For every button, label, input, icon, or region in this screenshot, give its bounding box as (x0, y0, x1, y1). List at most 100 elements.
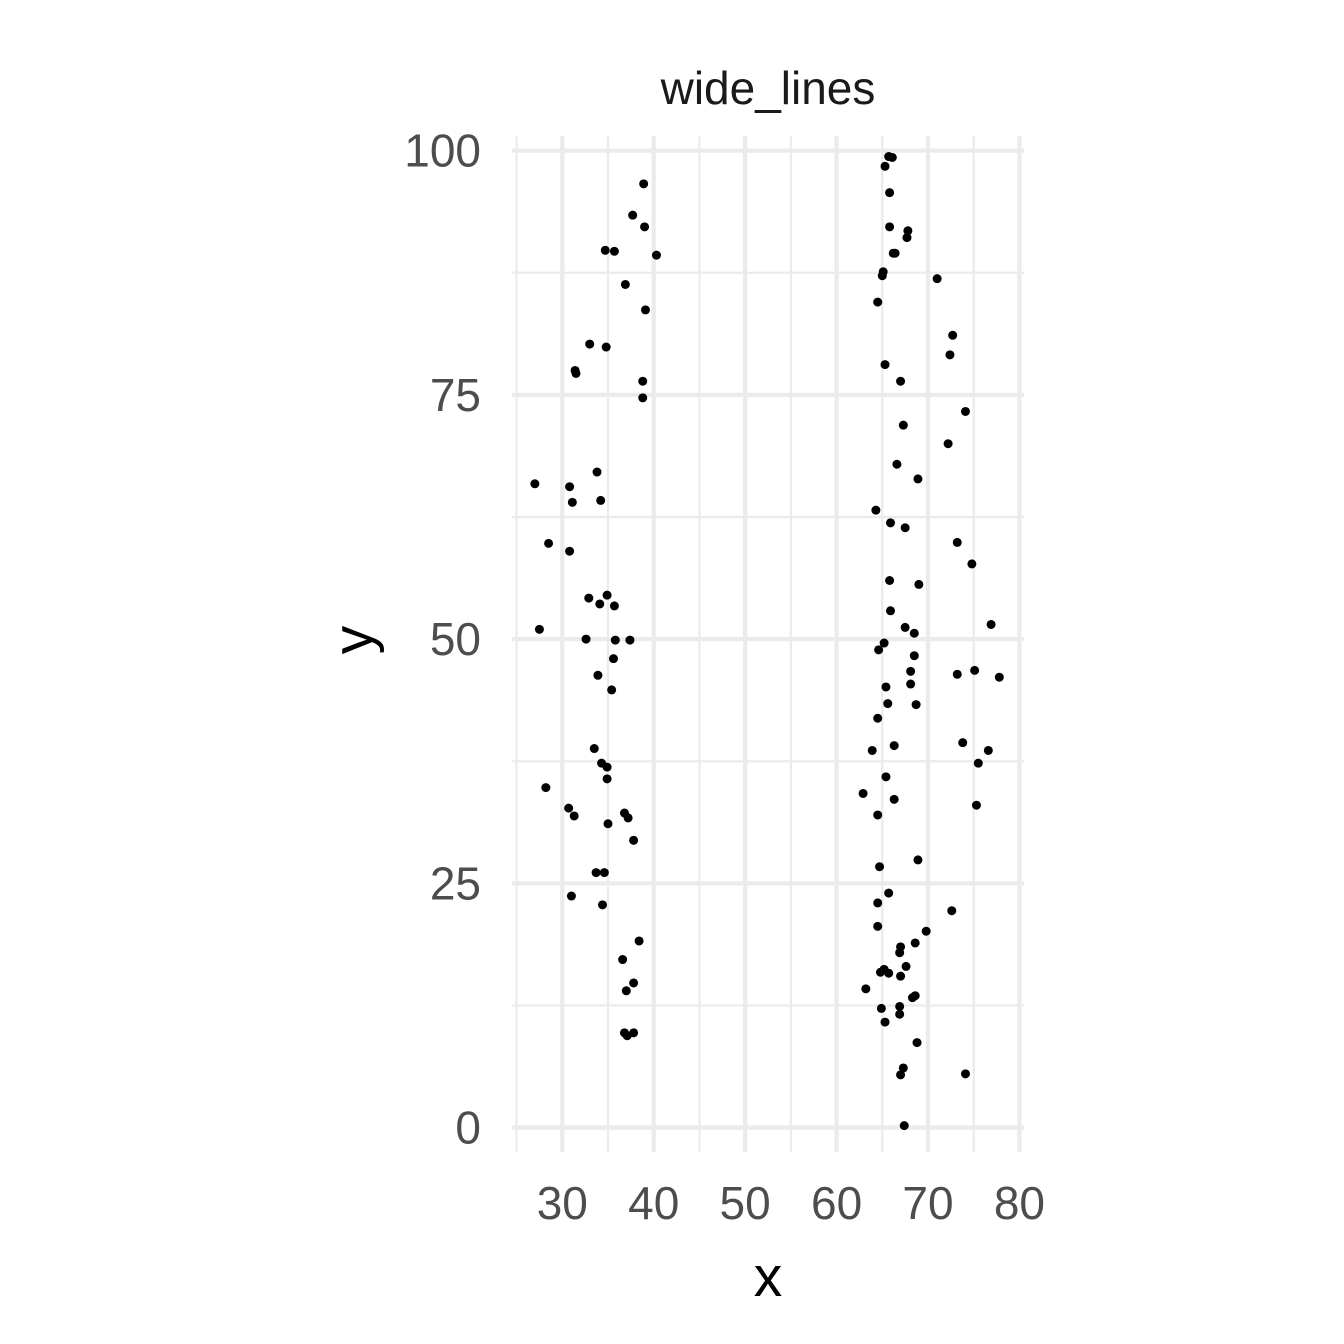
data-point (884, 888, 894, 898)
data-point (898, 1063, 908, 1073)
data-point (618, 955, 628, 965)
data-point (565, 546, 575, 556)
data-point (885, 576, 895, 585)
x-tick-label: 40 (628, 1177, 679, 1229)
data-point (892, 459, 902, 469)
data-point (986, 619, 996, 629)
data-point (873, 898, 883, 908)
data-point (544, 538, 554, 548)
data-point (900, 523, 910, 533)
data-point (639, 179, 649, 189)
data-point (602, 590, 612, 600)
data-point (880, 1017, 890, 1027)
data-point (913, 855, 923, 865)
data-point (602, 774, 612, 784)
data-point (565, 482, 575, 492)
data-point (620, 279, 630, 289)
data-point (896, 971, 906, 981)
data-point (889, 794, 899, 804)
data-point (883, 699, 893, 709)
x-tick-label: 60 (811, 1177, 862, 1229)
data-point (921, 926, 931, 936)
data-point (876, 1003, 886, 1013)
data-point (880, 360, 890, 370)
data-point (867, 745, 877, 755)
data-point (886, 518, 896, 528)
data-point (595, 599, 605, 609)
data-point (881, 682, 891, 692)
y-tick-label: 50 (430, 613, 481, 665)
data-point (881, 772, 891, 782)
data-point (895, 1001, 905, 1011)
data-point (569, 811, 579, 821)
data-point (885, 188, 895, 198)
x-tick-label: 70 (902, 1177, 953, 1229)
data-point (592, 467, 602, 477)
data-point (591, 868, 601, 878)
chart-title: wide_lines (660, 62, 876, 114)
data-point (858, 788, 868, 798)
data-point (948, 330, 958, 340)
x-axis-title: x (754, 1245, 783, 1309)
y-tick-label: 100 (404, 125, 481, 177)
data-point (909, 651, 919, 661)
data-point (958, 738, 968, 748)
x-tick-label: 80 (994, 1177, 1045, 1229)
data-point (581, 634, 591, 644)
data-point (973, 758, 983, 768)
data-point (628, 210, 638, 220)
data-point (960, 1069, 970, 1079)
data-point (629, 978, 639, 988)
data-point (629, 1028, 639, 1038)
data-point (952, 537, 962, 547)
data-point (596, 495, 606, 505)
data-point (877, 271, 887, 281)
data-point (914, 579, 924, 589)
data-point (911, 700, 921, 710)
y-tick-label: 0 (455, 1102, 481, 1154)
data-point (603, 819, 613, 829)
data-point (960, 406, 970, 416)
data-point (886, 606, 896, 616)
major-gridlines (512, 136, 1024, 1152)
data-point (601, 342, 611, 352)
data-point (875, 967, 885, 977)
data-point (619, 808, 629, 818)
data-point (910, 938, 920, 948)
data-point (874, 645, 884, 655)
data-point (651, 250, 661, 260)
data-point (609, 246, 619, 256)
data-point (875, 862, 885, 872)
data-point (638, 376, 648, 386)
data-point (943, 439, 953, 449)
data-point (584, 593, 594, 603)
data-point (640, 222, 650, 232)
x-tick-label: 50 (720, 1177, 771, 1229)
data-point (634, 936, 644, 946)
data-point (585, 339, 595, 349)
data-point (909, 628, 919, 638)
data-point (599, 868, 609, 878)
data-point (602, 762, 612, 772)
data-point (608, 654, 618, 664)
data-point (567, 497, 577, 507)
data-point (947, 906, 957, 916)
data-point (625, 635, 635, 645)
data-point (898, 420, 908, 430)
data-point (873, 297, 883, 307)
y-axis-ticks: 0 25 50 75 100 (404, 125, 481, 1154)
data-point (564, 803, 574, 813)
data-point (896, 1070, 906, 1080)
data-point (607, 685, 617, 695)
data-point (952, 669, 962, 679)
data-point (983, 745, 993, 755)
data-point (890, 248, 900, 258)
data-point (879, 638, 889, 648)
data-point (899, 1121, 909, 1131)
data-point (945, 350, 955, 360)
data-point (589, 744, 599, 754)
data-point (571, 368, 581, 378)
data-point (906, 679, 916, 689)
data-point (871, 505, 881, 515)
